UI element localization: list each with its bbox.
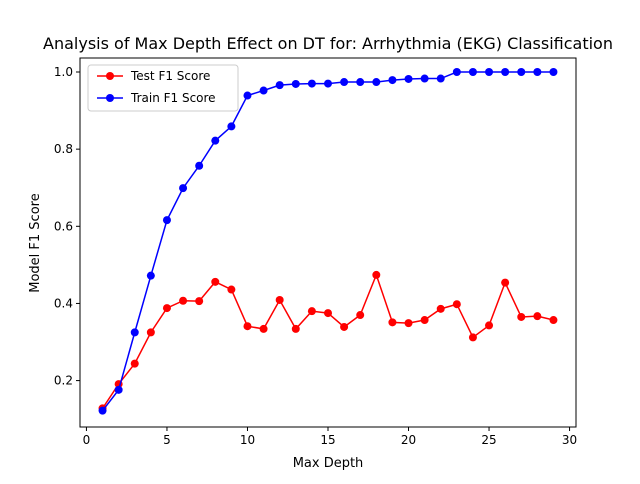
data-point <box>243 322 252 331</box>
data-point <box>259 324 268 333</box>
series-line-0 <box>101 272 554 409</box>
x-tick-label: 15 <box>320 433 335 447</box>
data-point <box>372 270 381 279</box>
y-axis-label: Model F1 Score <box>28 193 43 292</box>
x-axis-label: Max Depth <box>293 456 364 471</box>
data-point <box>179 296 188 305</box>
data-point <box>436 74 445 83</box>
data-point <box>485 68 494 77</box>
data-point <box>549 316 558 325</box>
y-tick-label: 0.6 <box>54 219 73 233</box>
data-point <box>162 304 171 313</box>
data-point <box>420 74 429 83</box>
x-tick-label: 25 <box>481 433 496 447</box>
data-point <box>291 324 300 333</box>
data-point <box>275 295 284 304</box>
y-tick-label: 1.0 <box>54 65 73 79</box>
data-point <box>404 74 413 83</box>
data-point <box>517 312 526 321</box>
data-point <box>468 333 477 342</box>
data-point <box>501 68 510 77</box>
data-point <box>211 136 220 145</box>
data-point <box>259 86 268 95</box>
x-tick-label: 5 <box>163 433 171 447</box>
y-tick-label: 0.2 <box>54 374 73 388</box>
data-point <box>388 318 397 327</box>
chart-title: Analysis of Max Depth Effect on DT for: … <box>43 34 613 53</box>
data-point <box>146 271 155 280</box>
data-point <box>549 68 558 77</box>
data-point <box>356 311 365 320</box>
legend-label: Test F1 Score <box>130 69 210 83</box>
legend-marker <box>106 72 114 80</box>
x-tick-label: 0 <box>83 433 91 447</box>
data-point <box>162 216 171 225</box>
data-point <box>485 321 494 330</box>
y-tick-label: 0.8 <box>54 142 73 156</box>
plot-area <box>98 68 558 415</box>
data-point <box>130 359 139 368</box>
legend-box <box>87 64 239 112</box>
data-point <box>372 78 381 87</box>
x-tick-label: 30 <box>562 433 577 447</box>
data-point <box>227 285 236 294</box>
data-point <box>452 68 461 77</box>
data-point <box>98 406 107 415</box>
legend-marker <box>106 94 114 102</box>
data-point <box>324 79 332 88</box>
axes: 0 5 10 15 20 25 30 0.2 0.4 0.6 0.8 1.0 <box>54 57 577 447</box>
data-point <box>436 304 445 313</box>
data-point <box>307 307 316 316</box>
data-point <box>501 278 510 287</box>
data-point <box>130 328 139 337</box>
series-line-1 <box>101 71 554 412</box>
y-tick-label: 0.4 <box>54 296 73 310</box>
data-point <box>356 78 365 87</box>
data-point <box>179 184 188 193</box>
data-point <box>340 322 349 331</box>
data-point <box>324 309 332 318</box>
data-point <box>195 161 204 170</box>
data-point <box>307 79 316 88</box>
legend: Test F1 Score Train F1 Score <box>87 64 239 112</box>
data-point <box>243 91 252 100</box>
data-point <box>211 277 220 286</box>
data-point <box>517 68 526 77</box>
data-point <box>533 312 542 321</box>
x-tick-label: 20 <box>401 433 416 447</box>
data-point <box>340 78 349 87</box>
data-point <box>275 81 284 90</box>
x-tick-label: 10 <box>240 433 255 447</box>
data-point <box>533 68 542 77</box>
data-point <box>404 319 413 328</box>
data-point <box>291 79 300 88</box>
legend-label: Train F1 Score <box>130 91 216 105</box>
data-point <box>146 328 155 337</box>
data-point <box>114 385 123 394</box>
data-point <box>388 76 397 85</box>
data-point <box>195 297 204 306</box>
data-point <box>420 316 429 325</box>
data-point <box>227 122 236 131</box>
plot-frame <box>79 57 577 428</box>
data-point <box>468 68 477 77</box>
data-point <box>452 300 461 309</box>
